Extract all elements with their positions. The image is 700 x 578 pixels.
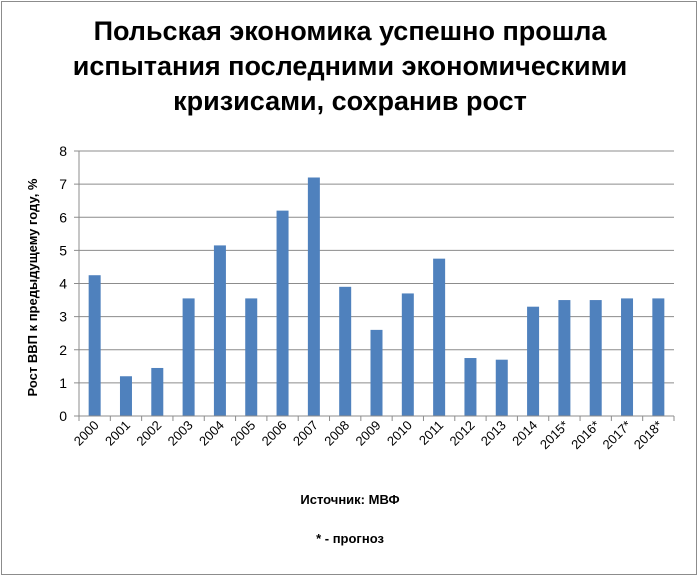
- x-tick-label-2004: 2004: [196, 418, 227, 449]
- bar-2014: [527, 306, 540, 416]
- chart-title-line-3: кризисами, сохранив рост: [173, 86, 527, 116]
- x-tick-label-2005: 2005: [227, 418, 258, 449]
- y-tick-label-5: 5: [59, 242, 67, 258]
- x-tick-label-2003: 2003: [165, 418, 196, 449]
- x-tick-label-2008: 2008: [321, 418, 352, 449]
- chart-title-line-2: испытания последними экономическими: [72, 51, 628, 81]
- bar-2011: [433, 258, 446, 416]
- bar-2012: [464, 358, 477, 416]
- bar-2006: [276, 210, 289, 416]
- x-tick-label-2007: 2007: [290, 418, 321, 449]
- y-axis-label: Рост ВВП к предыдущему году, %: [25, 178, 40, 396]
- x-tick-label-2016*: 2016*: [568, 418, 603, 453]
- bar-2008: [339, 286, 352, 416]
- bar-2015*: [558, 300, 571, 416]
- bar-2010: [401, 293, 414, 416]
- y-tick-label-7: 7: [59, 176, 67, 192]
- forecast-note: * - прогноз: [316, 531, 384, 546]
- bar-2000: [88, 275, 101, 416]
- x-tick-label-2012: 2012: [447, 418, 478, 449]
- bar-2016*: [589, 300, 602, 416]
- y-tick-label-3: 3: [59, 309, 67, 325]
- y-tick-label-1: 1: [59, 375, 67, 391]
- y-tick-label-2: 2: [59, 342, 67, 358]
- chart-title: Польская экономика успешно прошла испыта…: [0, 14, 700, 119]
- x-tick-label-2006: 2006: [259, 418, 290, 449]
- y-tick-label-8: 8: [59, 143, 67, 159]
- bar-2005: [245, 298, 258, 416]
- y-tick-label-6: 6: [59, 209, 67, 225]
- bar-2007: [307, 177, 320, 416]
- x-tick-label-2010: 2010: [384, 418, 415, 449]
- bars: [88, 177, 665, 416]
- bar-2002: [151, 367, 164, 416]
- bar-2009: [370, 329, 383, 416]
- bar-2013: [495, 359, 508, 416]
- x-tick-label-2013: 2013: [478, 418, 509, 449]
- x-tick-labels: 2000 2001 2002 2003 2004 2005 2006 2007 2008 2009…: [71, 418, 666, 453]
- bar-2001: [119, 376, 132, 416]
- y-tick-label-4: 4: [59, 276, 67, 292]
- x-tick-label-2017*: 2017*: [600, 418, 635, 453]
- y-tick-label-0: 0: [59, 408, 67, 424]
- bar-2018*: [652, 298, 665, 416]
- source-note: Источник: МВФ: [300, 492, 400, 507]
- x-tick-label-2011: 2011: [416, 418, 446, 448]
- x-tick-label-2002: 2002: [133, 418, 164, 449]
- x-tick-label-2000: 2000: [71, 418, 102, 449]
- x-tick-label-2018*: 2018*: [631, 418, 666, 453]
- chart-title-line-1: Польская экономика успешно прошла: [93, 16, 607, 46]
- x-tick-label-2015*: 2015*: [537, 418, 572, 453]
- x-tick-label-2014: 2014: [509, 418, 540, 449]
- x-tick-label-2001: 2001: [102, 418, 133, 449]
- y-tick-labels: 0 1 2 3 4 5 6 7 8: [59, 143, 67, 424]
- x-tick-label-2009: 2009: [353, 418, 384, 449]
- bar-2017*: [621, 298, 634, 416]
- axes: [74, 150, 675, 421]
- bar-2004: [213, 245, 226, 416]
- bar-2003: [182, 298, 195, 416]
